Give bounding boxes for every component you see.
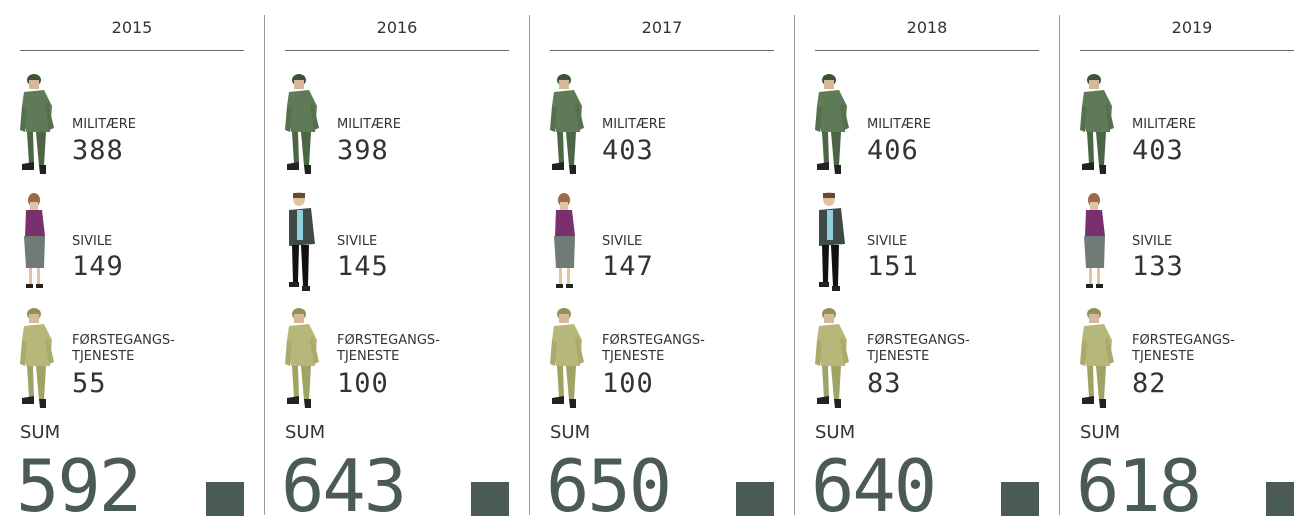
sum-label: SUM bbox=[815, 422, 855, 443]
category-value: 149 bbox=[72, 251, 124, 282]
category-label: SIVILE bbox=[602, 234, 642, 250]
year-label: 2019 bbox=[1080, 18, 1294, 37]
category-label: FØRSTEGANGS- TJENESTE bbox=[72, 333, 175, 365]
header-rule bbox=[285, 50, 509, 51]
separator bbox=[1059, 15, 1060, 515]
sum-label: SUM bbox=[550, 422, 590, 443]
category-value: 82 bbox=[1132, 368, 1167, 399]
figure-icon bbox=[813, 306, 853, 414]
category-label: MILITÆRE bbox=[602, 117, 666, 133]
category-label: MILITÆRE bbox=[72, 117, 136, 133]
figure bbox=[18, 190, 58, 294]
category-value: 398 bbox=[337, 135, 389, 166]
category-label: MILITÆRE bbox=[867, 117, 931, 133]
figure-icon bbox=[813, 72, 853, 180]
year-label: 2016 bbox=[285, 18, 509, 37]
category-label: FØRSTEGANGS- TJENESTE bbox=[337, 333, 440, 365]
category-label: FØRSTEGANGS- TJENESTE bbox=[602, 333, 705, 365]
year-label: 2017 bbox=[550, 18, 774, 37]
category-value: 388 bbox=[72, 135, 124, 166]
sum-label: SUM bbox=[20, 422, 60, 443]
category-label: SIVILE bbox=[1132, 234, 1172, 250]
category-label: MILITÆRE bbox=[337, 117, 401, 133]
figure bbox=[18, 72, 58, 176]
figure-icon bbox=[18, 190, 58, 298]
sum-value: 650 bbox=[546, 448, 670, 516]
category-value: 55 bbox=[72, 368, 107, 399]
category-value: 133 bbox=[1132, 251, 1184, 282]
category-value: 403 bbox=[602, 135, 654, 166]
sum-square bbox=[471, 482, 509, 516]
figure bbox=[548, 72, 588, 176]
figure-icon bbox=[283, 306, 323, 414]
sum-value: 643 bbox=[281, 448, 405, 516]
separator bbox=[794, 15, 795, 515]
category-label: FØRSTEGANGS- TJENESTE bbox=[867, 333, 970, 365]
year-label: 2015 bbox=[20, 18, 244, 37]
sum-square bbox=[736, 482, 774, 516]
figure bbox=[283, 306, 323, 410]
sum-square bbox=[206, 482, 244, 516]
figure-icon bbox=[1078, 72, 1118, 180]
sum-value: 618 bbox=[1076, 448, 1200, 516]
category-value: 151 bbox=[867, 251, 919, 282]
category-value: 83 bbox=[867, 368, 902, 399]
figure bbox=[813, 190, 853, 294]
figure-icon bbox=[548, 190, 588, 298]
sum-value: 592 bbox=[16, 448, 140, 516]
category-value: 145 bbox=[337, 251, 389, 282]
figure bbox=[548, 190, 588, 294]
figure-icon bbox=[18, 72, 58, 180]
figure bbox=[548, 306, 588, 410]
figure-icon bbox=[283, 190, 323, 298]
figure-icon bbox=[813, 190, 853, 298]
figure bbox=[283, 190, 323, 294]
header-rule bbox=[815, 50, 1039, 51]
category-label: SIVILE bbox=[72, 234, 112, 250]
category-value: 406 bbox=[867, 135, 919, 166]
figure bbox=[1078, 72, 1118, 176]
header-rule bbox=[550, 50, 774, 51]
category-value: 147 bbox=[602, 251, 654, 282]
figure bbox=[1078, 190, 1118, 294]
figure-icon bbox=[1078, 190, 1118, 298]
figure-icon bbox=[548, 306, 588, 414]
category-label: MILITÆRE bbox=[1132, 117, 1196, 133]
separator bbox=[264, 15, 265, 515]
category-value: 100 bbox=[337, 368, 389, 399]
figure bbox=[283, 72, 323, 176]
figure bbox=[1078, 306, 1118, 410]
category-value: 100 bbox=[602, 368, 654, 399]
header-rule bbox=[1080, 50, 1294, 51]
sum-square bbox=[1001, 482, 1039, 516]
figure-icon bbox=[18, 306, 58, 414]
figure-icon bbox=[1078, 306, 1118, 414]
year-label: 2018 bbox=[815, 18, 1039, 37]
category-value: 403 bbox=[1132, 135, 1184, 166]
figure bbox=[813, 72, 853, 176]
sum-value: 640 bbox=[811, 448, 935, 516]
sum-square bbox=[1266, 482, 1294, 516]
category-label: SIVILE bbox=[337, 234, 377, 250]
separator bbox=[529, 15, 530, 515]
figure bbox=[813, 306, 853, 410]
infographic: 2015MILITÆRE388SIVILE149FØRSTEGANGS- TJE… bbox=[0, 0, 1294, 516]
figure bbox=[18, 306, 58, 410]
category-label: FØRSTEGANGS- TJENESTE bbox=[1132, 333, 1235, 365]
category-label: SIVILE bbox=[867, 234, 907, 250]
figure-icon bbox=[548, 72, 588, 180]
header-rule bbox=[20, 50, 244, 51]
sum-label: SUM bbox=[285, 422, 325, 443]
sum-label: SUM bbox=[1080, 422, 1120, 443]
figure-icon bbox=[283, 72, 323, 180]
